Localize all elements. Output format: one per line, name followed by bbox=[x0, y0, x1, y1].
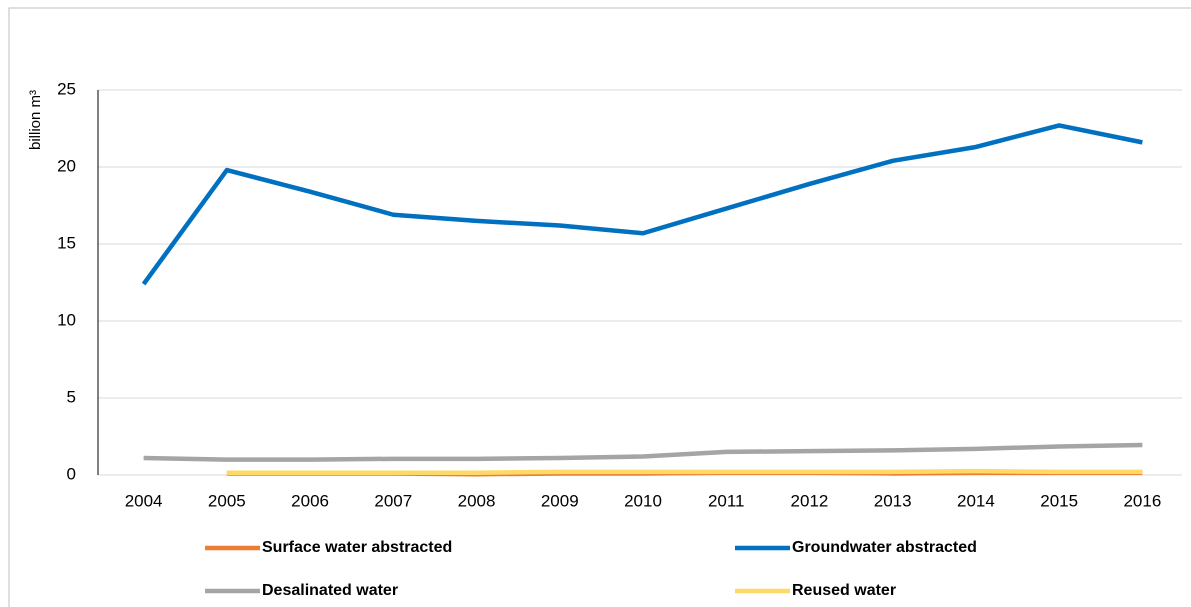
y-tick-label: 20 bbox=[57, 156, 76, 175]
series-line bbox=[226, 468, 1143, 475]
x-tick-label: 2016 bbox=[1123, 491, 1161, 510]
y-tick-label: 10 bbox=[57, 310, 76, 329]
x-tick-label: 2009 bbox=[541, 491, 579, 510]
y-axis-label: billion m³ bbox=[27, 90, 44, 150]
series-line bbox=[143, 442, 1143, 462]
x-tick-label: 2008 bbox=[458, 491, 496, 510]
x-tick-label: 2011 bbox=[708, 491, 745, 510]
x-tick-label: 2007 bbox=[374, 491, 412, 510]
x-tick-label: 2004 bbox=[125, 491, 163, 510]
x-tick-label: 2010 bbox=[624, 491, 662, 510]
legend-label: Desalinated water bbox=[262, 582, 398, 599]
x-tick-label: 2015 bbox=[1040, 491, 1078, 510]
x-tick-label: 2012 bbox=[791, 491, 829, 510]
x-tick-label: 2006 bbox=[291, 491, 329, 510]
y-tick-label: 15 bbox=[57, 233, 76, 252]
x-tick-label: 2013 bbox=[874, 491, 912, 510]
legend-label: Reused water bbox=[792, 582, 896, 599]
x-tick-label: 2014 bbox=[957, 491, 995, 510]
legend-label: Surface water abstracted bbox=[262, 539, 452, 556]
x-tick-label: 2005 bbox=[208, 491, 246, 510]
y-tick-label: 5 bbox=[67, 387, 76, 406]
legend-label: Groundwater abstracted bbox=[792, 539, 977, 556]
series-line bbox=[141, 123, 1143, 286]
y-tick-label: 25 bbox=[57, 79, 76, 98]
y-tick-label: 0 bbox=[67, 464, 76, 483]
chart-frame bbox=[8, 7, 1191, 607]
